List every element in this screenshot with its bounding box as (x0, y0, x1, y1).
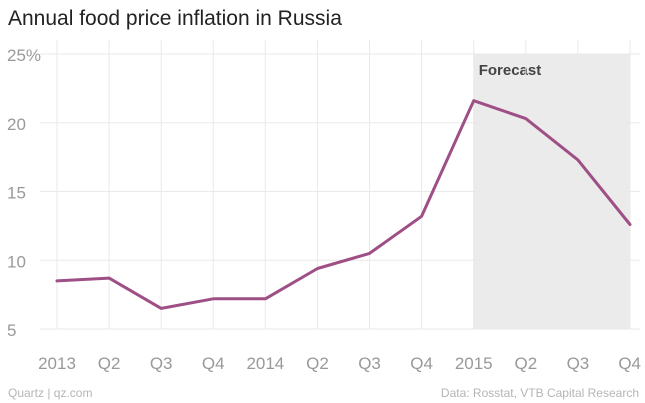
x-tick-layer: 2013 Q2 Q3 Q4 2014 Q2 Q3 Q4 2015 Q2 Q3 Q4 (38, 354, 641, 373)
x-tick-label: 2015 (455, 354, 493, 373)
x-tick-label: 2013 (38, 354, 76, 373)
x-tick-label: Q3 (358, 354, 381, 373)
x-tick-label: Q4 (202, 354, 225, 373)
y-tick-label: 10 (7, 252, 26, 271)
series-line (55, 99, 632, 310)
x-tick-label: Q4 (618, 354, 641, 373)
forecast-label: Forecast (479, 62, 542, 79)
x-tick-label: Q2 (98, 354, 121, 373)
x-tick-label: Q2 (306, 354, 329, 373)
x-tick-label: Q4 (410, 354, 433, 373)
footer-source: Data: Rosstat, VTB Capital Research (440, 386, 639, 400)
x-tick-label: Q3 (150, 354, 173, 373)
y-tick-label: 5 (7, 321, 16, 340)
x-tick-label: Q2 (514, 354, 537, 373)
footer-credit: Quartz | qz.com (8, 386, 93, 400)
series-layer (55, 99, 632, 310)
chart-title: Annual food price inflation in Russia (8, 7, 342, 30)
y-tick-layer: 5 10 15 20 25% (7, 46, 41, 340)
grid-layer (40, 40, 640, 330)
y-tick-label: 20 (7, 115, 26, 134)
y-tick-label: 15 (7, 184, 26, 203)
x-tick-label: 2014 (246, 354, 284, 373)
y-tick-label: 25% (7, 46, 41, 65)
x-tick-label: Q3 (567, 354, 590, 373)
